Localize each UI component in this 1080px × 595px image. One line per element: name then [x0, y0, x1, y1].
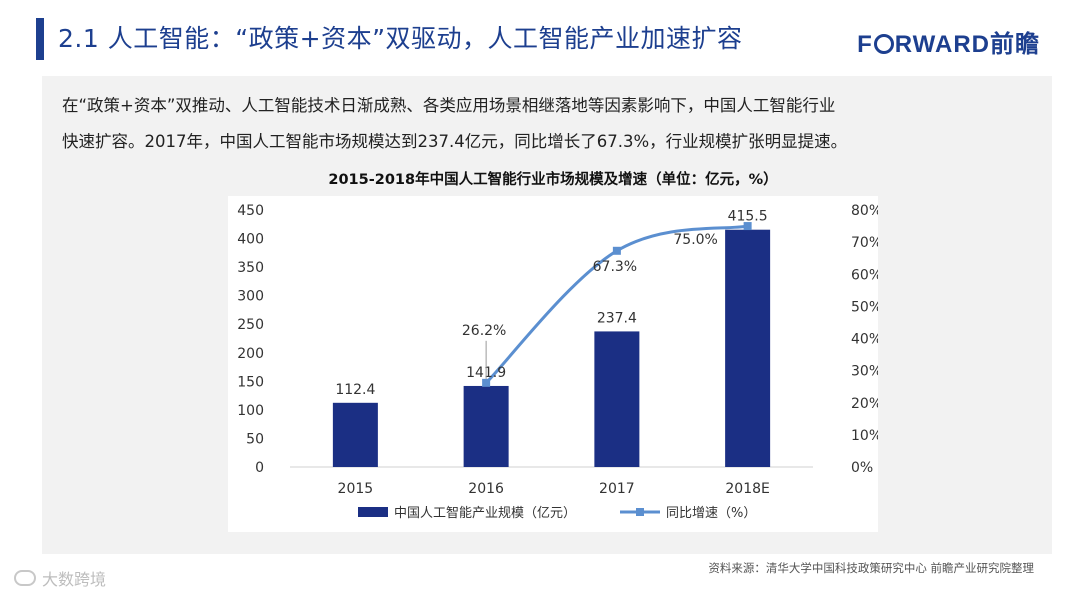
logo-o-icon: [873, 34, 894, 54]
chart-panel: 0 50 100 150 200 250 300 350 400 450 0% 10% 20% 30% 40…: [228, 196, 882, 532]
growth-point-2018E: [743, 222, 752, 231]
y-right-tick-label: 30%: [851, 364, 878, 380]
x-tick-label: 2018E: [725, 481, 769, 497]
y-left-tick-label: 250: [237, 317, 264, 333]
y-left-tick-label: 0: [255, 460, 264, 476]
y-left-tick-label: 100: [237, 403, 264, 419]
intro-line-1: 在“政策+资本”双推动、人工智能技术日渐成熟、各类应用场景相继落地等因素影响下，…: [62, 96, 836, 115]
bar-value-label: 237.4: [597, 310, 637, 326]
y-right-tick-label: 20%: [851, 396, 878, 412]
y-right-tick-label: 80%: [851, 203, 878, 219]
legend-line-marker: [636, 508, 644, 516]
y-left-tick-label: 150: [237, 374, 264, 390]
growth-value-label: 75.0%: [673, 232, 717, 248]
y-right-tick-label: 10%: [851, 428, 878, 444]
chart-title: 2015-2018年中国人工智能行业市场规模及增速（单位：亿元，%）: [328, 172, 778, 188]
y-right-tick-label: 70%: [851, 235, 878, 251]
x-tick-label: 2017: [599, 481, 635, 497]
legend-bar-label: 中国人工智能产业规模（亿元）: [394, 506, 576, 521]
page-title: 2.1 人工智能：“政策+资本”双驱动，人工智能产业加速扩容: [58, 24, 743, 53]
bar-2018E: [725, 229, 771, 467]
legend-line-label: 同比增速（%）: [666, 506, 756, 521]
y-left-tick-label: 450: [237, 203, 264, 219]
growth-value-label: 26.2%: [462, 323, 506, 339]
source-note: 资料来源：清华大学中国科技政策研究中心 前瞻产业研究院整理: [708, 561, 1034, 575]
growth-value-label: 67.3%: [593, 259, 637, 275]
brand-logo: F RWARD前瞻: [857, 24, 1040, 59]
watermark-text: 大数跨境: [42, 570, 107, 589]
y-right-tick-label: 60%: [851, 267, 878, 283]
title-accent-bar: [36, 18, 44, 60]
y-right-tick-label: 40%: [851, 332, 878, 348]
watermark: 大数跨境: [14, 566, 106, 590]
market-size-chart: 0 50 100 150 200 250 300 350 400 450 0% 10% 20% 30% 40…: [237, 203, 882, 521]
x-tick-label: 2016: [468, 481, 504, 497]
bar-value-label: 415.5: [728, 209, 768, 225]
y-left-tick-label: 50: [246, 431, 264, 447]
growth-point-2017: [612, 246, 621, 255]
x-tick-label: 2015: [338, 481, 374, 497]
watermark-logo-icon: [14, 570, 36, 586]
legend-bar-swatch: [358, 507, 388, 517]
logo-text-part2: RWARD前瞻: [894, 31, 1040, 58]
y-left-tick-label: 300: [237, 289, 264, 305]
intro-text: 在“政策+资本”双推动、人工智能技术日渐成熟、各类应用场景相继落地等因素影响下，…: [62, 88, 1042, 160]
growth-point-2016: [482, 378, 491, 387]
logo-text-part1: F: [857, 31, 873, 58]
y-right-tick-label: 50%: [851, 299, 878, 315]
bar-2015: [332, 402, 378, 467]
intro-line-2: 快速扩容。2017年，中国人工智能市场规模达到237.4亿元，同比增长了67.3…: [62, 132, 848, 151]
y-left-tick-label: 400: [237, 232, 264, 248]
y-right-tick-label: 0%: [851, 460, 873, 476]
y-left-tick-label: 200: [237, 346, 264, 362]
bar-2016: [463, 385, 509, 467]
bar-value-label: 112.4: [335, 382, 375, 398]
y-left-tick-label: 350: [237, 260, 264, 276]
bar-2017: [594, 331, 640, 467]
